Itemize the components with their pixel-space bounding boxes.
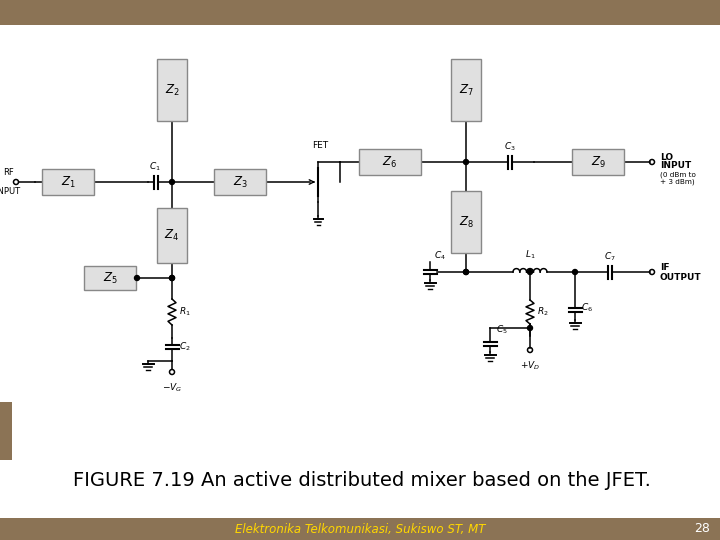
Text: OUTPUT: OUTPUT	[660, 273, 701, 281]
Bar	[0, 0, 720, 25]
Text: INPUT: INPUT	[660, 161, 691, 171]
Text: $C_2$: $C_2$	[179, 341, 191, 353]
Bar	[359, 149, 421, 175]
Bar	[451, 191, 481, 253]
Circle shape	[135, 275, 140, 280]
Text: $Z_7$: $Z_7$	[459, 83, 474, 98]
Text: $Z_6$: $Z_6$	[382, 154, 397, 170]
Circle shape	[572, 269, 577, 274]
Bar	[0, 25, 720, 460]
Circle shape	[464, 269, 469, 274]
Text: $C_3$: $C_3$	[504, 140, 516, 153]
Bar	[0, 460, 720, 518]
Bar	[572, 149, 624, 175]
Text: 28: 28	[694, 523, 710, 536]
Text: $C_7$: $C_7$	[604, 251, 616, 263]
Circle shape	[169, 275, 174, 280]
Text: $R_1$: $R_1$	[179, 306, 191, 318]
Text: $Z_5$: $Z_5$	[102, 271, 117, 286]
Text: FET: FET	[312, 141, 328, 150]
Bar	[451, 59, 481, 121]
Circle shape	[169, 179, 174, 185]
Text: LO: LO	[660, 152, 673, 161]
Text: $Z_3$: $Z_3$	[233, 174, 248, 190]
Bar	[0, 402, 12, 460]
Bar	[157, 207, 187, 262]
Bar	[0, 518, 720, 540]
Text: $C_4$: $C_4$	[434, 249, 446, 262]
Text: $C_5$: $C_5$	[496, 323, 508, 336]
Text: $+V_D$: $+V_D$	[520, 360, 540, 373]
Circle shape	[528, 326, 533, 330]
Text: RF: RF	[3, 168, 14, 177]
Text: $Z_2$: $Z_2$	[165, 83, 179, 98]
Bar	[42, 169, 94, 195]
Bar	[157, 59, 187, 121]
Text: $Z_8$: $Z_8$	[459, 214, 474, 230]
Bar	[214, 169, 266, 195]
Text: FIGURE 7.19 An active distributed mixer based on the JFET.: FIGURE 7.19 An active distributed mixer …	[73, 470, 651, 489]
Text: $-V_G$: $-V_G$	[162, 382, 182, 395]
Text: $R_2$: $R_2$	[537, 306, 549, 318]
Circle shape	[528, 269, 533, 274]
Text: $L_1$: $L_1$	[525, 248, 535, 261]
Text: + 3 dBm): + 3 dBm)	[660, 179, 695, 185]
Text: $C_1$: $C_1$	[149, 160, 161, 173]
Text: $Z_4$: $Z_4$	[164, 227, 179, 242]
Text: IF: IF	[660, 262, 670, 272]
Text: INPUT: INPUT	[0, 187, 21, 196]
Text: $Z_1$: $Z_1$	[60, 174, 76, 190]
Bar	[84, 266, 136, 290]
Circle shape	[169, 275, 174, 280]
Circle shape	[464, 269, 469, 274]
Text: $C_6$: $C_6$	[581, 302, 593, 314]
Text: (0 dBm to: (0 dBm to	[660, 172, 696, 178]
Circle shape	[464, 159, 469, 165]
Text: Elektronika Telkomunikasi, Sukiswo ST, MT: Elektronika Telkomunikasi, Sukiswo ST, M…	[235, 523, 485, 536]
Text: $Z_9$: $Z_9$	[590, 154, 606, 170]
